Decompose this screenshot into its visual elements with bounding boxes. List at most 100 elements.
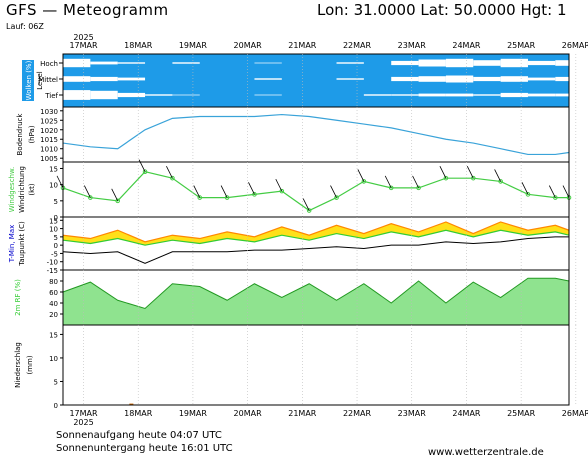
cloud-cell <box>172 94 200 96</box>
time-label-bottom: 25MAR <box>507 409 536 418</box>
cloud-cell <box>117 62 146 64</box>
time-label-bottom: 20MAR <box>234 409 263 418</box>
panel-frame <box>62 161 570 218</box>
time-label-top: 19MAR <box>179 41 208 50</box>
wind-point <box>361 179 367 184</box>
cloud-cell <box>418 59 446 67</box>
rh-title: 2m RF (%) <box>14 279 22 316</box>
sunrise-text: Sonnenaufgang heute 04:07 UTC <box>56 430 222 441</box>
wind-barb <box>466 165 474 179</box>
dewpoint-line <box>62 236 569 264</box>
cloud-cell <box>117 92 146 98</box>
y-tick-label: 15 <box>49 331 58 339</box>
cloud-cell <box>473 60 501 66</box>
y-tick-label: 15 <box>49 217 58 225</box>
time-label-bottom: 21MAR <box>288 409 317 418</box>
site-credit: www.wetterzentrale.de <box>428 447 544 458</box>
y-tick-label: 0 <box>54 214 58 222</box>
y-tick-label: 0 <box>54 242 58 250</box>
y-tick-label: -5 <box>51 250 58 258</box>
cloud-cell <box>90 90 118 100</box>
wind-point <box>416 185 421 191</box>
cloud-cell <box>445 75 474 83</box>
wind-barb <box>412 175 419 189</box>
y-tick-label: 40 <box>49 300 58 308</box>
wind-point <box>170 175 175 181</box>
cloud-cell <box>473 94 501 96</box>
wind-point <box>224 195 230 200</box>
pressure-line <box>62 113 570 156</box>
model-run: Lauf: 06Z <box>6 22 44 31</box>
cloud-cell <box>363 94 392 96</box>
wind-barb <box>56 175 64 189</box>
year-label-bottom: 2025 <box>73 418 93 427</box>
time-label-bottom: 22MAR <box>343 409 372 418</box>
cloud-axis-label: Level <box>36 71 44 90</box>
precip-unit: (mm) <box>26 355 34 374</box>
wind-barb <box>357 169 365 182</box>
sunset-text: Sonnenuntergang heute 16:01 UTC <box>56 443 233 454</box>
cloud-cell <box>391 76 419 82</box>
wind-barb <box>439 165 447 179</box>
wind-point <box>525 192 531 197</box>
y-tick-label: 60 <box>49 289 58 297</box>
time-label-top: 24MAR <box>452 41 481 50</box>
wind-barb <box>193 185 201 198</box>
wind-point <box>197 195 203 200</box>
wind-dir-title: Windrichtung <box>18 166 26 213</box>
wind-point <box>553 195 558 200</box>
cloud-cell <box>418 76 446 82</box>
time-label-top: 17MAR <box>69 41 98 50</box>
wind-barb <box>220 185 228 198</box>
wind-barb <box>562 185 570 198</box>
y-tick-label: 1020 <box>40 127 58 135</box>
y-tick-label: 80 <box>49 278 58 286</box>
cloud-cell <box>473 76 501 82</box>
time-label-top: 20MAR <box>234 41 263 50</box>
wind-point <box>334 195 339 200</box>
cloud-level-label: Hoch <box>40 60 58 68</box>
cloud-cell <box>63 90 91 100</box>
y-tick-label: 10 <box>49 182 58 190</box>
wind-barb <box>83 185 91 198</box>
temp-title: T-Min, Max <box>8 225 16 264</box>
cloud-cell <box>254 78 282 80</box>
time-label-bottom: 24MAR <box>452 409 481 418</box>
y-tick-label: 20 <box>49 311 58 319</box>
time-label-top: 21MAR <box>288 41 317 50</box>
temp-band <box>63 221 569 246</box>
time-label-top: 25MAR <box>507 41 536 50</box>
time-label-top: 22MAR <box>343 41 372 50</box>
cloud-cell <box>145 94 173 96</box>
time-label-bottom: 18MAR <box>124 409 153 418</box>
year-label-top: 2025 <box>73 33 93 42</box>
wind-point <box>252 192 257 197</box>
wind-barb <box>384 175 392 189</box>
wind-point <box>470 175 476 181</box>
cloud-cell <box>445 93 474 97</box>
cloud-cell <box>555 76 569 82</box>
cloud-cell <box>445 58 474 68</box>
y-tick-label: 1010 <box>40 146 58 154</box>
cloud-cell <box>500 92 528 98</box>
time-label-top: 23MAR <box>398 41 427 50</box>
wind-line <box>62 171 569 212</box>
y-tick-label: 1025 <box>40 117 58 125</box>
cloud-cell <box>117 77 146 81</box>
cloud-cell <box>63 76 91 82</box>
cloud-cell <box>500 58 528 68</box>
cloud-cell <box>527 93 556 97</box>
location-readout: Lon: 31.0000 Lat: 50.0000 Hgt: 1 <box>317 1 567 19</box>
wind-barb <box>330 185 337 198</box>
y-tick-label: 5 <box>54 378 58 386</box>
pressure-unit: (hPa) <box>28 125 36 143</box>
cloud-cell <box>254 62 282 64</box>
wind-point <box>498 179 503 184</box>
wind-point <box>279 188 285 194</box>
rh-area <box>63 278 569 325</box>
cloud-cell <box>254 94 282 96</box>
wind-barb <box>275 178 283 192</box>
time-label-bottom: 19MAR <box>179 409 208 418</box>
wind-barb <box>248 182 255 195</box>
wind-point <box>388 185 394 191</box>
